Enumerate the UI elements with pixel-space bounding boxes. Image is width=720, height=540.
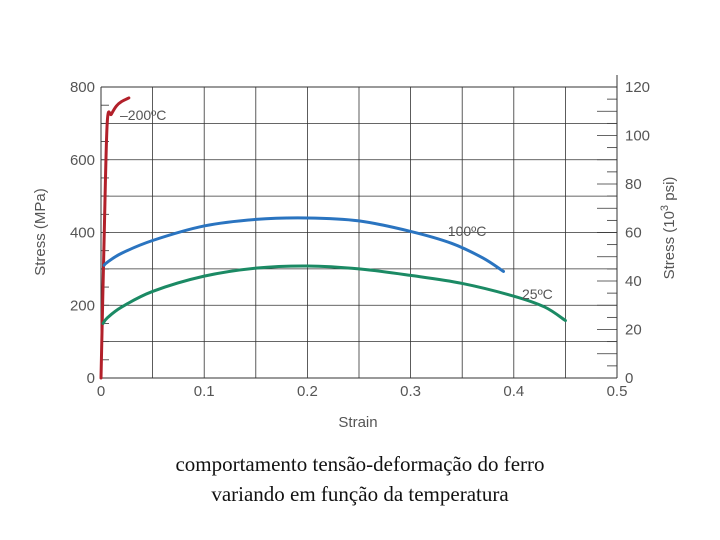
y2-axis-title-part2: psi) [661, 177, 678, 205]
axes [100, 75, 618, 379]
y2-tick-label: 100 [625, 128, 650, 145]
y-tick-label: 400 [70, 225, 95, 242]
y2-tick-label: 80 [625, 176, 642, 193]
series-labels: –200ºC –100ºC 25ºC [120, 107, 553, 302]
series-line-2 [102, 216, 505, 273]
x-axis-title: Strain [338, 414, 377, 431]
series-lines [99, 96, 567, 380]
y-tick-label: 800 [70, 79, 95, 96]
series-label-3: 25ºC [522, 286, 553, 302]
y2-axis-title: Stress (103 psi) [659, 177, 678, 280]
y-axis-title: Stress (MPa) [32, 188, 49, 276]
y-tick-label: 200 [70, 297, 95, 314]
y2-tick-label: 60 [625, 225, 642, 242]
x-tick-label: 0.5 [607, 383, 628, 400]
x-tick-label: 0.3 [400, 383, 421, 400]
y2-tick-label: 20 [625, 322, 642, 339]
x-tick-label: 0.1 [194, 383, 215, 400]
x-tick-label: 0 [97, 383, 105, 400]
caption-line-1: comportamento tensão-deformação do ferro [175, 452, 545, 476]
y2-tick-label: 120 [625, 79, 650, 96]
y-tick-label: 600 [70, 152, 95, 169]
tick-labels: 0 0.1 0.2 0.3 0.4 0.5020040060080002040608010… [70, 79, 650, 400]
y2-tick-label: 40 [625, 273, 642, 290]
caption-line-2: variando em função da temperatura [211, 482, 509, 506]
stress-strain-chart: 0 0.1 0.2 0.3 0.4 0.5020040060080002040608010… [32, 75, 678, 431]
x-tick-label: 0.2 [297, 383, 318, 400]
x-tick-label: 0.4 [503, 383, 524, 400]
y2-axis-title-part1: Stress (10 [661, 211, 678, 279]
series-line-1 [99, 96, 131, 380]
y2-tick-label: 0 [625, 370, 633, 387]
series-label-1: –200ºC [120, 107, 166, 123]
series-line-3 [101, 264, 567, 325]
y-tick-label: 0 [87, 370, 95, 387]
series-label-2: –100ºC [440, 223, 486, 239]
y2-axis-title-superscript: 3 [659, 205, 671, 211]
